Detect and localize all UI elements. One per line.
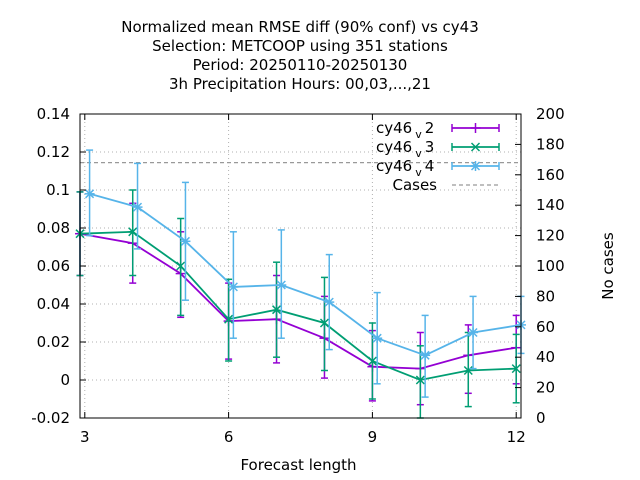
y2-tick-label: 0 (536, 409, 546, 427)
series-line (79, 230, 517, 381)
legend-marker (470, 161, 481, 171)
y2-tick-label: 40 (536, 348, 555, 366)
data-point (84, 188, 95, 199)
legend-label: cy46 v 2 (376, 119, 434, 141)
y-tick-label: -0.02 (31, 409, 70, 427)
data-point (511, 364, 521, 374)
data-point (319, 318, 329, 328)
data-point (324, 297, 335, 308)
y2-tick-label: 60 (536, 318, 555, 336)
legend-label-cases: Cases (392, 176, 437, 194)
title-line-2: Selection: METCOOP using 351 stations (152, 37, 448, 55)
series-line (89, 192, 522, 357)
title-line-1: Normalized mean RMSE diff (90% conf) vs … (121, 18, 479, 36)
data-point (132, 202, 143, 213)
x-tick-label: 12 (507, 428, 526, 446)
data-point (420, 350, 431, 361)
y-tick-label: 0.06 (37, 257, 70, 275)
y-tick-label: 0.12 (37, 143, 70, 161)
title-line-4: 3h Precipitation Hours: 00,03,...,21 (169, 75, 431, 93)
legend-label: cy46 v 3 (376, 138, 434, 160)
y2-tick-label: 80 (536, 287, 555, 305)
y2-tick-label: 100 (536, 257, 565, 275)
y2-tick-label: 180 (536, 135, 565, 153)
x-tick-label: 9 (368, 428, 378, 446)
data-point (372, 333, 383, 344)
y2-tick-label: 200 (536, 105, 565, 123)
series-cy46-v4 (84, 149, 526, 398)
y2-tick-label: 140 (536, 196, 565, 214)
y2-tick-label: 120 (536, 227, 565, 245)
series-line (79, 232, 517, 370)
y-tick-label: 0 (60, 371, 70, 389)
y-tick-label: 0.14 (37, 105, 70, 123)
y-tick-label: 0.04 (37, 295, 70, 313)
data-point (228, 281, 239, 292)
x-axis-label: Forecast length (240, 456, 356, 474)
y2-axis-label: No cases (599, 232, 617, 300)
y2-tick-label: 20 (536, 379, 555, 397)
data-point (468, 327, 479, 338)
x-tick-label: 6 (224, 428, 234, 446)
data-point (224, 314, 234, 324)
data-point (180, 236, 191, 247)
y-tick-label: 0.08 (37, 219, 70, 237)
y-tick-label: 0.1 (46, 181, 70, 199)
data-point (128, 227, 138, 237)
data-point (176, 261, 186, 271)
chart-title: Normalized mean RMSE diff (90% conf) vs … (121, 18, 479, 93)
legend-marker (470, 142, 481, 152)
legend-marker (470, 123, 481, 133)
x-tick-label: 3 (80, 428, 90, 446)
y-tick-label: 0.02 (37, 333, 70, 351)
data-point (367, 356, 377, 366)
legend-label: cy46 v 4 (376, 157, 434, 179)
data-point (463, 365, 473, 376)
data-point (415, 375, 425, 385)
series-cy46-v3 (75, 189, 521, 419)
axes: -0.02 0 0.02 0.04 0.06 0.08 0.1 0.12 0.14 0 20 40 60… (31, 105, 564, 446)
y2-tick-label: 160 (536, 166, 565, 184)
title-line-3: Period: 20250110-20250130 (193, 56, 408, 74)
data-point (276, 280, 287, 290)
data-point (272, 305, 282, 315)
